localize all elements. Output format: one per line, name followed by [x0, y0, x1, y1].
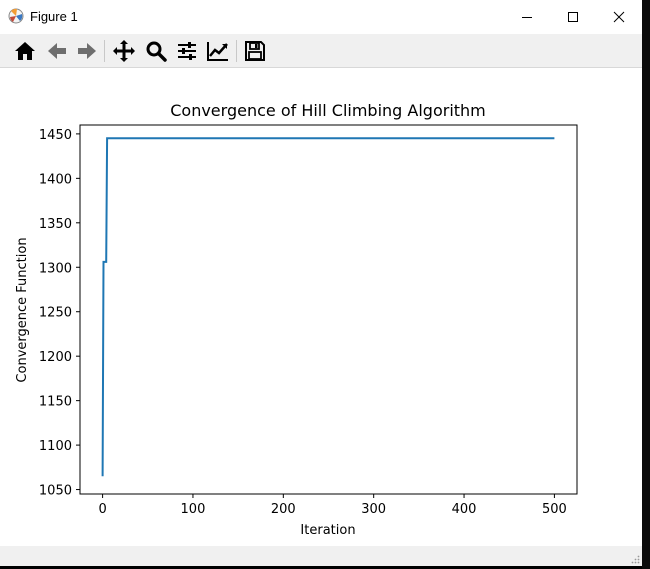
title-bar[interactable]: Figure 1 — [0, 0, 642, 34]
axes-frame — [79, 124, 578, 495]
save-button[interactable] — [242, 38, 268, 64]
navigation-toolbar — [0, 34, 642, 68]
forward-button[interactable] — [74, 38, 100, 64]
move-icon — [113, 40, 135, 62]
floppy-disk-icon — [245, 41, 265, 61]
matplotlib-app-icon — [8, 8, 24, 24]
series-line-0 — [101, 137, 555, 477]
x-axis-label: Iteration — [300, 523, 355, 538]
minimize-button[interactable] — [504, 0, 550, 34]
configure-subplots-button[interactable] — [174, 38, 200, 64]
figure-canvas[interactable]: Convergence of Hill Climbing Algorithm 0… — [0, 68, 642, 546]
chart-title: Convergence of Hill Climbing Algorithm — [170, 101, 486, 120]
arrow-right-icon — [78, 43, 96, 59]
line-chart-icon — [207, 42, 228, 61]
y-tick-label: 1400 — [39, 172, 72, 187]
zoom-button[interactable] — [143, 38, 169, 64]
back-button[interactable] — [44, 38, 70, 64]
home-icon — [15, 42, 35, 60]
y-tick-label: 1050 — [39, 484, 72, 499]
x-tick-label: 300 — [361, 502, 386, 517]
y-tick-label: 1350 — [39, 217, 72, 232]
y-tick-label: 1100 — [39, 439, 72, 454]
magnifier-icon — [146, 41, 167, 62]
y-tick-label: 1150 — [39, 395, 72, 410]
resize-grip-icon[interactable] — [630, 554, 640, 564]
y-axis-ticks: 1050 1100 1150 1200 1250 1300 1350 1400 1450 — [39, 128, 80, 499]
arrow-left-icon — [48, 43, 66, 59]
x-tick-label: 0 — [98, 502, 106, 517]
y-tick-label: 1200 — [39, 350, 72, 365]
x-tick-label: 500 — [542, 502, 567, 517]
toolbar-separator — [104, 40, 105, 62]
plot-line-group — [101, 137, 555, 477]
minimize-icon — [522, 17, 532, 18]
edit-axis-button[interactable] — [205, 38, 231, 64]
maximize-icon — [568, 12, 578, 22]
maximize-button[interactable] — [550, 0, 596, 34]
y-tick-label: 1450 — [39, 128, 72, 143]
status-bar — [0, 546, 642, 566]
x-axis-ticks: 0 100 200 300 400 500 — [98, 494, 567, 517]
line-chart: Convergence of Hill Climbing Algorithm 0… — [15, 101, 578, 538]
background-edge — [642, 0, 650, 569]
close-button[interactable] — [596, 0, 642, 34]
x-tick-label: 400 — [452, 502, 477, 517]
home-button[interactable] — [12, 38, 38, 64]
y-tick-label: 1300 — [39, 261, 72, 276]
x-tick-label: 100 — [181, 502, 206, 517]
window-title: Figure 1 — [30, 9, 78, 24]
sliders-icon — [178, 42, 196, 60]
pan-button[interactable] — [111, 38, 137, 64]
toolbar-separator — [236, 40, 237, 62]
close-icon — [613, 11, 625, 23]
y-tick-label: 1250 — [39, 306, 72, 321]
x-tick-label: 200 — [271, 502, 296, 517]
y-axis-label: Convergence Function — [15, 237, 30, 382]
